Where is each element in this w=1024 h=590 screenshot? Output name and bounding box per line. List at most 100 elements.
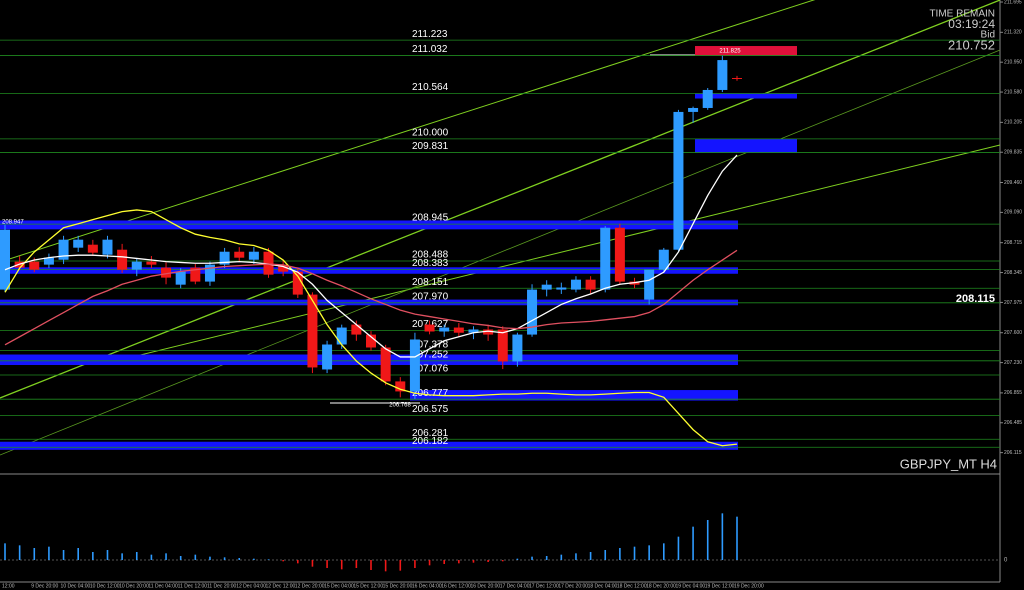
level-label: 207.252 (412, 349, 449, 360)
candle-body (234, 251, 245, 258)
candle-body (117, 249, 128, 270)
zone (0, 441, 738, 450)
osc-bar (209, 556, 211, 560)
candle-body (380, 347, 391, 382)
osc-bar (282, 560, 284, 562)
osc-bar (487, 560, 489, 562)
candle-body (468, 329, 479, 333)
y-tick-label: 207.975 (1004, 300, 1022, 306)
candle-body (702, 89, 713, 108)
osc-bar (62, 550, 65, 560)
x-tick-label: 19 Dec 20:00 (734, 583, 764, 589)
candle-body (424, 324, 435, 332)
osc-bar (48, 546, 50, 560)
zone (695, 93, 797, 99)
x-tick-label: 10 Dec 04:00 (61, 583, 91, 589)
level-label: 207.378 (412, 339, 449, 350)
x-tick-label: 19 Dec 04:00 (675, 583, 705, 589)
osc-bar (121, 553, 123, 560)
y-tick-label: 211.695 (1004, 0, 1022, 5)
osc-bar (106, 550, 109, 560)
trend-line (0, 49, 1001, 456)
trend-line (0, 0, 1001, 399)
candle-body (570, 279, 581, 290)
candle-body (292, 271, 303, 295)
osc-bar (663, 543, 665, 560)
x-tick-label: 10 Dec 20:00 (119, 583, 149, 589)
candle-body (453, 327, 464, 333)
x-tick-label: 12:00 (2, 583, 15, 589)
y-tick-label: 206.855 (1004, 390, 1022, 396)
osc-bar (326, 560, 328, 568)
candle-body (497, 329, 508, 362)
annotation: 211.825 (719, 49, 741, 55)
zone (0, 220, 738, 230)
level-label: 210.000 (412, 128, 449, 139)
candle-body (248, 251, 259, 260)
x-tick-label: 16 Dec 04:00 (412, 583, 442, 589)
osc-bar (604, 550, 607, 560)
candle-body (204, 264, 215, 282)
osc-bar (458, 560, 460, 564)
candle-body (322, 344, 333, 370)
candle-body (541, 284, 552, 290)
osc-bar (77, 548, 79, 560)
osc-tick-label: 0 (1004, 558, 1008, 564)
level-label: 208.488 (412, 250, 449, 261)
level-label: 208.151 (412, 277, 449, 288)
candle-body (614, 227, 625, 282)
osc-bar (677, 536, 680, 560)
x-tick-label: 15 Dec 12:00 (353, 583, 383, 589)
x-tick-label: 11 Dec 04:00 (148, 583, 178, 589)
osc-bar (311, 560, 314, 567)
osc-bar (472, 560, 475, 563)
indicator-line (4, 249, 738, 346)
indicator-line (4, 154, 738, 358)
osc-bar (253, 558, 255, 560)
candle-body (43, 257, 54, 265)
osc-bar (516, 558, 519, 560)
x-tick-label: 17 Dec 12:00 (529, 583, 559, 589)
osc-bar (297, 560, 299, 564)
osc-bar (267, 559, 270, 560)
osc-bar (4, 543, 6, 560)
osc-bar (706, 520, 709, 560)
osc-bar (399, 560, 402, 571)
osc-bar (428, 560, 431, 566)
y-tick-label: 206.115 (1004, 450, 1022, 456)
x-tick-label: 19 Dec 12:00 (705, 583, 735, 589)
y-tick-label: 207.600 (1004, 330, 1022, 336)
candle-body (512, 334, 523, 362)
osc-bar (414, 560, 416, 568)
osc-bar (384, 560, 387, 572)
y-tick-label: 208.715 (1004, 240, 1022, 246)
osc-bar (33, 548, 36, 560)
candle-body (0, 229, 10, 290)
osc-bar (531, 556, 533, 560)
y-tick-label: 206.485 (1004, 420, 1022, 426)
level-label: 207.970 (412, 291, 449, 302)
osc-bar (92, 552, 94, 560)
candle-body (278, 264, 289, 272)
candle-body (190, 267, 201, 282)
level-label: 206.281 (412, 428, 449, 439)
osc-bar (179, 556, 182, 560)
x-tick-label: 18 Dec 04:00 (588, 583, 618, 589)
level-label: 206.182 (412, 436, 449, 447)
osc-bar (501, 560, 504, 562)
osc-bar (18, 545, 21, 560)
candle-body (351, 324, 362, 335)
x-tick-label: 12 Dec 04:00 (236, 583, 266, 589)
bid-label: Bid (981, 30, 995, 41)
osc-bar (223, 557, 226, 560)
x-tick-label: 18 Dec 20:00 (646, 583, 676, 589)
zone (695, 138, 797, 153)
candle-body (717, 60, 728, 90)
zone (0, 299, 738, 306)
trend-line (0, 0, 816, 263)
level-label: 211.032 (412, 44, 448, 55)
y-tick-label: 209.090 (1004, 210, 1022, 216)
candle-body (58, 239, 69, 260)
x-tick-label: 12 Dec 12:00 (266, 583, 296, 589)
